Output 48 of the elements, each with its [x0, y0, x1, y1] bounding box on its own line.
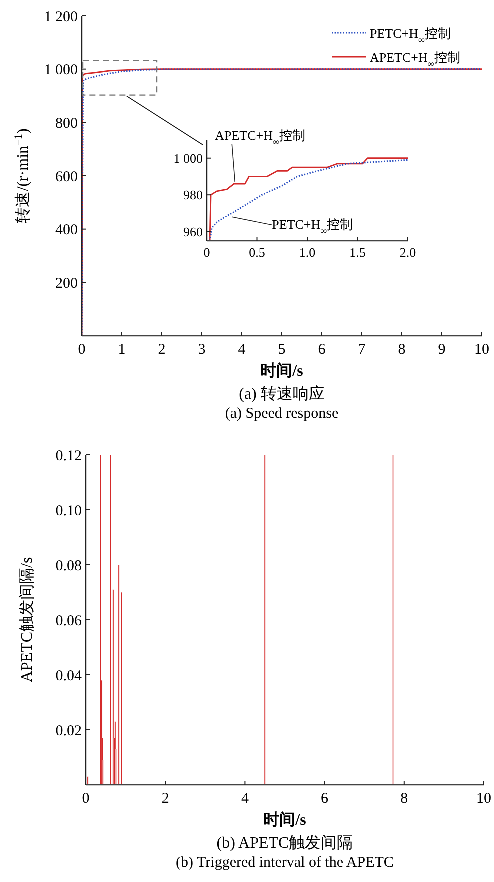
- y-tick-label: 400: [56, 222, 78, 239]
- y-tick-label: 0.06: [56, 613, 82, 630]
- x-tick-label: 0: [78, 342, 86, 358]
- y-tick-label: 1 000: [44, 62, 78, 79]
- y-tick-label: 1 200: [44, 9, 78, 26]
- y-tick-label: 980: [184, 188, 203, 203]
- y-tick-label: 1 000: [174, 150, 203, 166]
- x-tick-label: 3: [198, 342, 206, 358]
- y-tick-label: 600: [56, 169, 78, 186]
- x-tick-label: 0.5: [249, 245, 266, 260]
- x-tick-label: 4: [238, 342, 246, 358]
- x-tick-label: 2: [158, 342, 166, 358]
- y-tick-label: 0.08: [56, 558, 82, 574]
- x-tick-label: 10: [474, 342, 490, 358]
- annotation: APETC+H$_{∞}$控制: [215, 128, 306, 148]
- x-tick-label: 1.5: [350, 245, 366, 260]
- x-tick-label: 6: [321, 791, 330, 807]
- text: (b) APETC触发间隔: [216, 834, 354, 852]
- y-tick-label: 800: [56, 116, 78, 132]
- y-tick-label: 200: [56, 276, 78, 292]
- legend-label: APETC+H$_{∞}$控制: [370, 50, 460, 69]
- annotation: PETC+H$_{∞}$控制: [272, 217, 354, 236]
- text: (b) Triggered interval of the APETC: [176, 855, 394, 871]
- legend-label: PETC+H$_{∞}$控制: [370, 26, 451, 45]
- x-tick-label: 0: [204, 245, 210, 260]
- x-tick-label: 9: [438, 342, 446, 358]
- y-tick-label: 0.02: [56, 723, 82, 740]
- x-tick-label: 8: [398, 342, 406, 358]
- x-tick-label: 0: [82, 791, 90, 807]
- y-tick-label: 960: [184, 224, 203, 240]
- x-tick-label: 7: [358, 342, 366, 358]
- y-tick-label: 0.10: [56, 503, 82, 520]
- x-tick-label: 10: [476, 791, 492, 807]
- x-tick-label: 2: [162, 791, 170, 807]
- text: (a) 转速响应: [239, 385, 325, 403]
- x-tick-label: 2.0: [400, 245, 416, 260]
- x-tick-label: 1: [118, 342, 126, 358]
- x-tick-label: 6: [318, 342, 326, 358]
- y-tick-label: 0.12: [56, 448, 82, 464]
- y-axis-title: APETC触发间隔/s: [18, 557, 36, 683]
- x-tick-label: 4: [241, 791, 250, 807]
- text: (a) Speed response: [225, 406, 339, 422]
- x-axis-title: 时间/s: [260, 362, 304, 380]
- x-tick-label: 8: [400, 791, 408, 807]
- y-tick-label: 0.04: [56, 668, 82, 684]
- x-tick-label: 5: [278, 342, 286, 358]
- x-axis-title: 时间/s: [264, 811, 306, 829]
- x-tick-label: 1.0: [299, 245, 316, 260]
